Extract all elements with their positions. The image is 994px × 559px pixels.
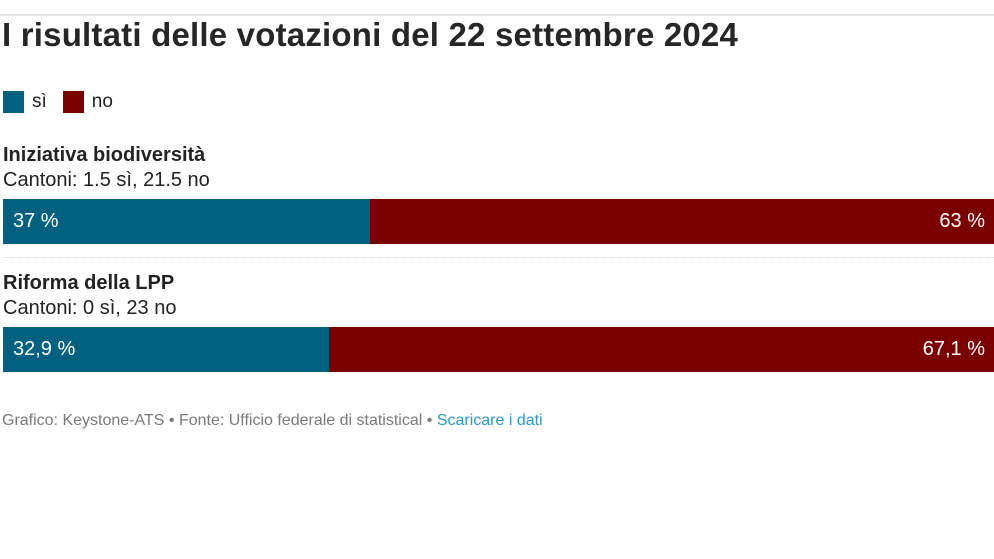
credit-text: Grafico: Keystone-ATS <box>2 412 165 429</box>
yes-percent: 32,9 % <box>13 338 76 360</box>
legend: sì no <box>3 91 129 113</box>
vote-block-lpp: Riforma della LPP Cantoni: 0 sì, 23 no 3… <box>3 271 994 372</box>
result-bar: 32,9 % 67,1 % <box>3 327 994 372</box>
bar-segment-yes: 37 % <box>3 199 370 244</box>
cantons-result: Cantoni: 0 sì, 23 no <box>3 297 177 319</box>
legend-label-no: no <box>91 91 113 112</box>
result-bar: 37 % 63 % <box>3 199 994 244</box>
vote-title: Iniziativa biodiversità <box>3 144 206 166</box>
vote-title: Riforma della LPP <box>3 272 175 294</box>
download-data-link[interactable]: Scaricare i dati <box>436 412 543 429</box>
divider <box>3 257 994 258</box>
chart-footer: Grafico: Keystone-ATS • Fonte: Ufficio f… <box>2 412 543 430</box>
no-percent: 63 % <box>939 210 985 232</box>
no-percent: 67,1 % <box>922 338 985 360</box>
top-rule <box>0 14 994 16</box>
bar-segment-no: 63 % <box>369 199 994 244</box>
bar-segment-yes: 32,9 % <box>3 327 330 372</box>
vote-block-biodiversity: Iniziativa biodiversità Cantoni: 1.5 sì,… <box>3 143 994 244</box>
legend-item-yes: sì <box>3 91 47 113</box>
legend-swatch-yes <box>3 91 24 113</box>
legend-item-no: no <box>62 91 113 113</box>
bar-segment-no: 67,1 % <box>329 327 994 372</box>
chart-title: I risultati delle votazioni del 22 sette… <box>2 16 739 53</box>
separator: • <box>422 412 437 429</box>
legend-label-yes: sì <box>32 91 47 112</box>
source-text: Fonte: Ufficio federale di statistical <box>178 412 423 429</box>
yes-percent: 37 % <box>13 210 59 232</box>
legend-swatch-no <box>62 91 84 113</box>
cantons-result: Cantoni: 1.5 sì, 21.5 no <box>3 169 210 191</box>
separator: • <box>164 412 179 429</box>
